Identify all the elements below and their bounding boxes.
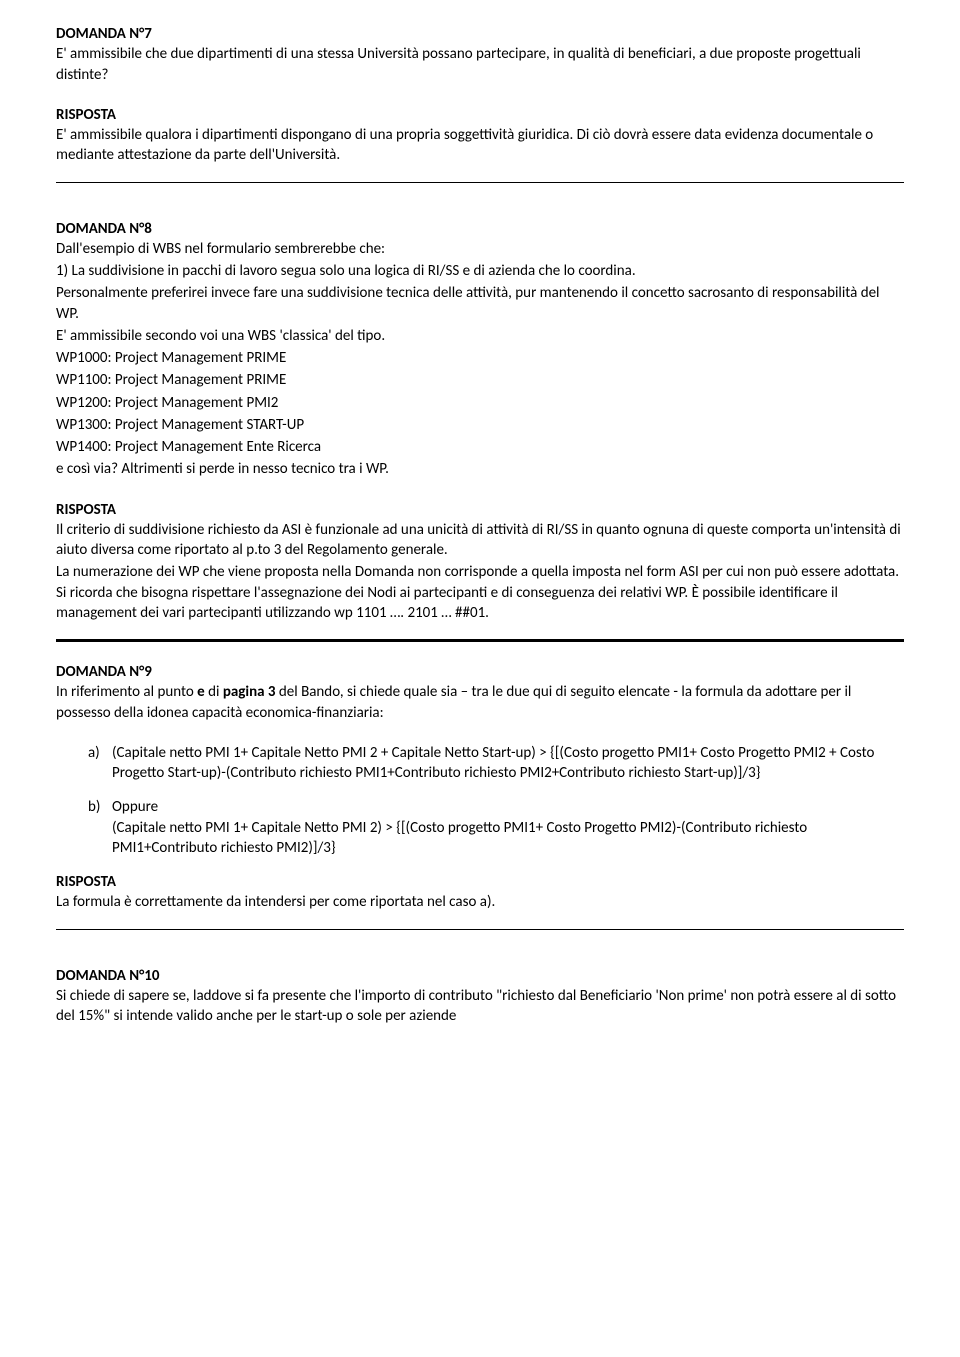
wp-line: WP1200: Project Management PMI2 (56, 393, 904, 413)
answer-heading: RISPOSTA (56, 500, 904, 520)
question-body: 1) La suddivisione in pacchi di lavoro s… (56, 261, 904, 281)
question-body: E' ammissibile che due dipartimenti di u… (56, 44, 904, 85)
answer-heading: RISPOSTA (56, 872, 904, 892)
list-item-text: (Capitale netto PMI 1+ Capitale Netto PM… (112, 744, 874, 782)
question-9: DOMANDA N°9 In riferimento al punto e di… (56, 662, 904, 913)
answer-body: La formula è correttamente da intendersi… (56, 892, 904, 912)
list-item: a) (Capitale netto PMI 1+ Capitale Netto… (88, 743, 904, 784)
list-marker: b) (88, 797, 100, 817)
divider (56, 182, 904, 183)
text-bold: e (197, 683, 205, 701)
question-body: e così via? Altrimenti si perde in nesso… (56, 459, 904, 479)
wp-line: WP1300: Project Management START-UP (56, 415, 904, 435)
question-heading: DOMANDA N°10 (56, 966, 904, 986)
answer-body: Il criterio di suddivisione richiesto da… (56, 520, 904, 561)
text: di (205, 683, 223, 701)
question-body: Si chiede di sapere se, laddove si fa pr… (56, 986, 904, 1027)
divider (56, 929, 904, 930)
question-8: DOMANDA N°8 Dall'esempio di WBS nel form… (56, 219, 904, 624)
question-heading: DOMANDA N°8 (56, 219, 904, 239)
options-list: a) (Capitale netto PMI 1+ Capitale Netto… (56, 743, 904, 858)
question-10: DOMANDA N°10 Si chiede di sapere se, lad… (56, 966, 904, 1027)
list-item-text: (Capitale netto PMI 1+ Capitale Netto PM… (112, 819, 807, 857)
wp-line: WP1400: Project Management Ente Ricerca (56, 437, 904, 457)
question-7: DOMANDA N°7 E' ammissibile che due dipar… (56, 24, 904, 166)
question-heading: DOMANDA N°7 (56, 24, 904, 44)
list-item: b) Oppure (Capitale netto PMI 1+ Capital… (88, 797, 904, 858)
text-bold: pagina 3 (223, 683, 276, 701)
question-intro: In riferimento al punto e di pagina 3 de… (56, 682, 904, 723)
wp-line: WP1100: Project Management PRIME (56, 370, 904, 390)
question-body: Dall'esempio di WBS nel formulario sembr… (56, 239, 904, 259)
divider-thick (56, 639, 904, 642)
answer-body: La numerazione dei WP che viene proposta… (56, 562, 904, 623)
answer-body: E' ammissibile qualora i dipartimenti di… (56, 125, 904, 166)
wp-line: WP1000: Project Management PRIME (56, 348, 904, 368)
question-body: Personalmente preferirei invece fare una… (56, 283, 904, 324)
list-marker: a) (88, 743, 100, 763)
question-body: E' ammissibile secondo voi una WBS 'clas… (56, 326, 904, 346)
answer-heading: RISPOSTA (56, 105, 904, 125)
list-item-lead: Oppure (112, 798, 158, 816)
text: In riferimento al punto (56, 683, 197, 701)
question-heading: DOMANDA N°9 (56, 662, 904, 682)
